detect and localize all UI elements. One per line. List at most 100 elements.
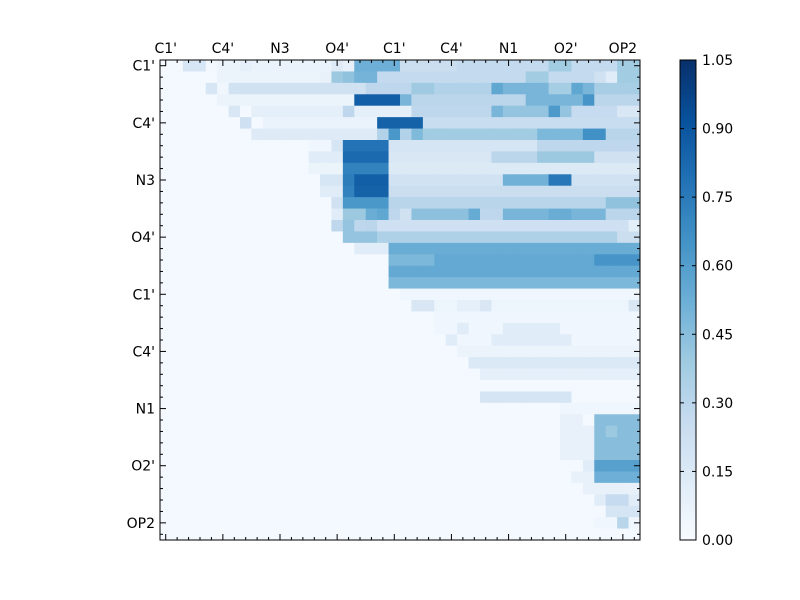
heatmap-cell — [502, 391, 515, 404]
heatmap-cell — [445, 448, 458, 461]
heatmap-cell — [377, 311, 389, 324]
heatmap-cell — [308, 265, 321, 278]
heatmap-cell — [228, 414, 241, 427]
heatmap-cell — [537, 380, 549, 392]
heatmap-cell — [491, 117, 504, 129]
heatmap-cell — [240, 414, 252, 427]
heatmap-cell — [560, 208, 572, 221]
heatmap-cell — [628, 494, 641, 507]
heatmap-cell — [182, 185, 195, 198]
heatmap-cell — [400, 334, 412, 347]
heatmap-cell — [320, 505, 332, 518]
heatmap-cell — [182, 517, 195, 529]
heatmap-cell — [560, 414, 572, 427]
heatmap-cell — [388, 254, 401, 267]
heatmap-cell — [628, 357, 641, 369]
heatmap-cell — [491, 334, 504, 347]
heatmap-cell — [297, 357, 309, 369]
heatmap-cell — [262, 357, 275, 369]
heatmap-cell — [274, 242, 287, 255]
heatmap-cell — [491, 220, 504, 232]
heatmap-cell — [411, 300, 424, 312]
heatmap-cell — [342, 208, 355, 221]
heatmap-cell — [194, 494, 207, 507]
heatmap-cell — [388, 105, 401, 118]
heatmap-cell — [560, 265, 572, 278]
heatmap-cell — [445, 345, 458, 358]
heatmap-cell — [502, 254, 515, 267]
heatmap-cell — [205, 82, 218, 95]
heatmap-cell — [240, 288, 252, 301]
heatmap-cell — [228, 128, 241, 141]
heatmap-cell — [354, 277, 367, 289]
heatmap-cell — [377, 162, 389, 175]
heatmap-cell — [445, 402, 458, 415]
heatmap-cell — [308, 414, 321, 427]
heatmap-cell — [285, 242, 298, 255]
heatmap-cell — [342, 288, 355, 301]
heatmap-cell — [537, 300, 549, 312]
heatmap-cell — [537, 357, 549, 369]
heatmap-cell — [194, 220, 207, 232]
heatmap-cell — [285, 265, 298, 278]
heatmap-cell — [502, 471, 515, 484]
heatmap-cell — [262, 71, 275, 84]
heatmap-cell — [388, 334, 401, 347]
heatmap-cell — [171, 357, 184, 369]
heatmap-cell — [297, 380, 309, 392]
heatmap-cell — [354, 82, 367, 95]
heatmap-cell — [228, 197, 241, 209]
heatmap-cell — [571, 391, 584, 404]
heatmap-cell — [560, 380, 572, 392]
heatmap-cell — [365, 345, 378, 358]
heatmap-cell — [205, 425, 218, 438]
heatmap-cell — [160, 254, 172, 267]
heatmap-cell — [297, 505, 309, 518]
heatmap-cell — [560, 254, 572, 267]
heatmap-cell — [308, 460, 321, 472]
heatmap-cell — [182, 197, 195, 209]
heatmap-cells — [160, 60, 641, 541]
heatmap-cell — [262, 231, 275, 244]
heatmap-cell — [537, 242, 549, 255]
heatmap-cell — [240, 128, 252, 141]
heatmap-cell — [297, 334, 309, 347]
heatmap-cell — [491, 242, 504, 255]
heatmap-cell — [605, 357, 618, 369]
heatmap-cell — [582, 151, 595, 164]
heatmap-cell — [571, 288, 584, 301]
heatmap-cell — [240, 517, 252, 529]
heatmap-cell — [571, 162, 584, 175]
heatmap-cell — [342, 277, 355, 289]
heatmap-cell — [251, 300, 264, 312]
heatmap-cell — [308, 140, 321, 152]
heatmap-cell — [285, 471, 298, 484]
heatmap-cell — [514, 471, 527, 484]
heatmap-cell — [308, 208, 321, 221]
heatmap-cell — [377, 357, 389, 369]
heatmap-cell — [354, 368, 367, 381]
heatmap-cell — [525, 162, 538, 175]
heatmap-cell — [571, 60, 584, 72]
heatmap-cell — [205, 162, 218, 175]
heatmap-cell — [308, 517, 321, 529]
heatmap-cell — [377, 368, 389, 381]
heatmap-cell — [400, 82, 412, 95]
heatmap-cell — [502, 185, 515, 198]
heatmap-cell — [548, 380, 561, 392]
heatmap-cell — [182, 162, 195, 175]
heatmap-cell — [365, 140, 378, 152]
heatmap-cell — [331, 174, 344, 187]
heatmap-cell — [422, 380, 435, 392]
heatmap-cell — [628, 82, 641, 95]
heatmap-cell — [342, 185, 355, 198]
heatmap-cell — [240, 300, 252, 312]
heatmap-cell — [594, 242, 607, 255]
heatmap-cell — [194, 140, 207, 152]
heatmap-cell — [617, 288, 629, 301]
heatmap-cell — [320, 437, 332, 449]
heatmap-cell — [582, 402, 595, 415]
heatmap-cell — [548, 402, 561, 415]
heatmap-cell — [582, 277, 595, 289]
heatmap-cell — [594, 254, 607, 267]
